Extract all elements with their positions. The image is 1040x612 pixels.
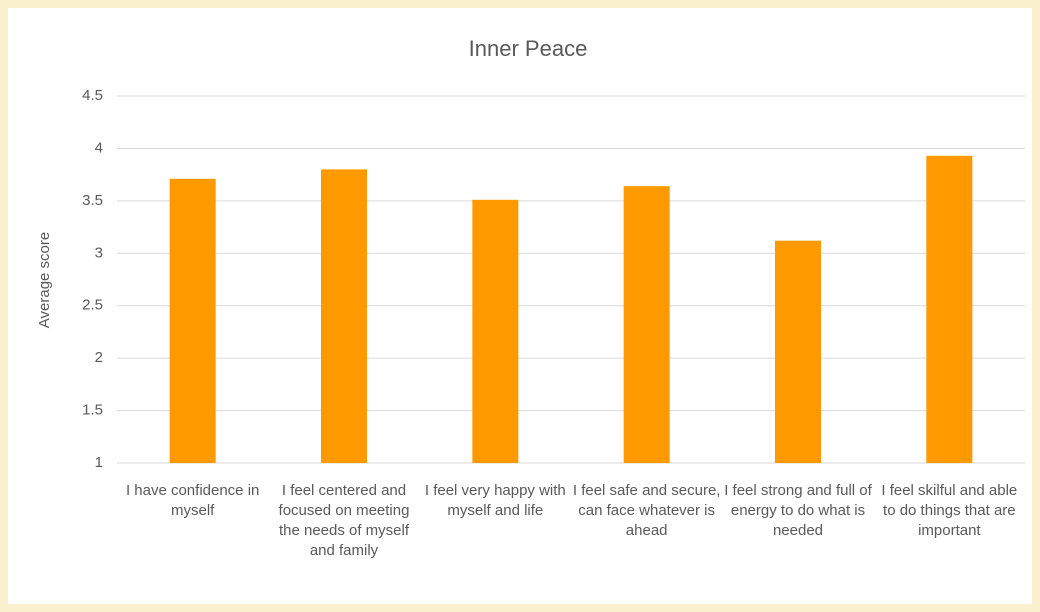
bar: [775, 240, 821, 463]
y-tick-label: 2.5: [82, 297, 103, 314]
y-tick-label: 4.5: [82, 87, 103, 104]
x-tick-label: I feel very happy with myself and life: [424, 482, 566, 519]
bar: [472, 199, 519, 463]
x-tick-label: I feel strong and full of energy to do w…: [724, 482, 872, 539]
bar: [926, 155, 973, 464]
bar: [623, 186, 670, 464]
chart-title: Inner Peace: [469, 36, 588, 61]
y-tick-label: 1.5: [82, 402, 103, 419]
y-tick-label: 3.5: [82, 192, 103, 209]
y-axis-label: Average score: [36, 232, 53, 328]
bar: [169, 178, 216, 463]
x-tick-label: I feel safe and secure, can face whateve…: [572, 482, 721, 539]
y-tick-label: 2: [95, 349, 103, 366]
y-tick-label: 4: [95, 139, 103, 156]
bar: [321, 169, 367, 463]
x-tick-label: I feel centered and focused on meeting t…: [278, 482, 410, 559]
y-tick-label: 1: [95, 454, 103, 471]
y-tick-label: 3: [95, 244, 103, 261]
x-tick-label: I feel skilful and able to do things tha…: [881, 482, 1018, 539]
x-tick-label: I have confidence in myself: [125, 482, 260, 519]
